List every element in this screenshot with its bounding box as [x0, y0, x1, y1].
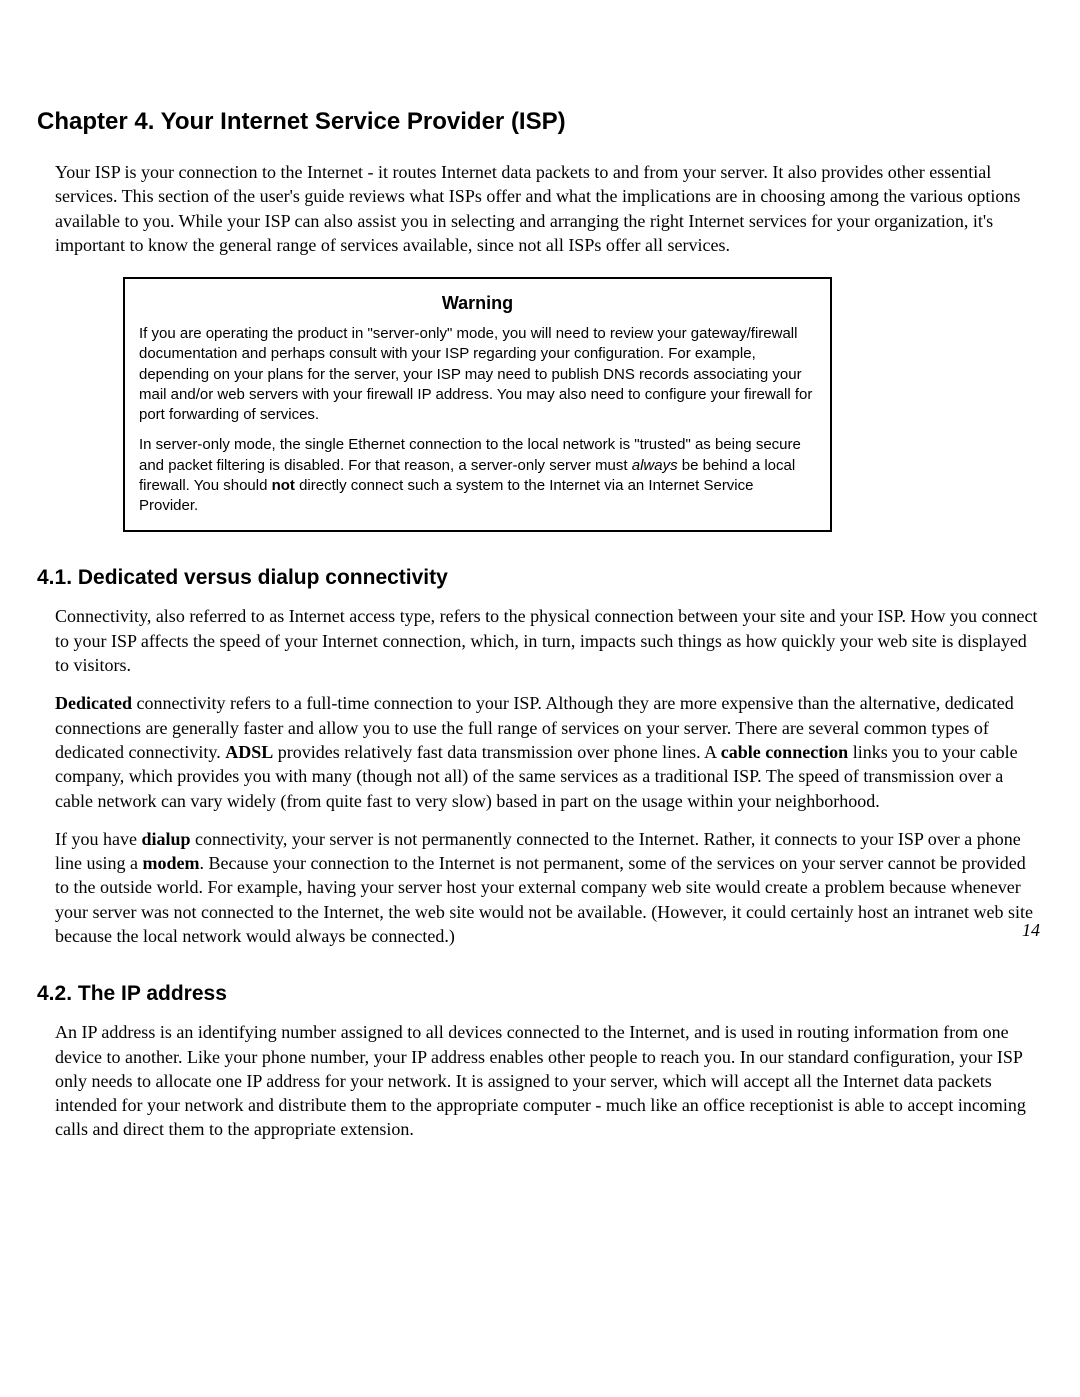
text-run: If you have — [55, 829, 141, 849]
strong-cable-connection: cable connection — [721, 742, 849, 762]
s41-paragraph-3: If you have dialup connectivity, your se… — [55, 827, 1042, 948]
document-page: Chapter 4. Your Internet Service Provide… — [0, 0, 1080, 1397]
warning-paragraph-2: In server-only mode, the single Ethernet… — [139, 435, 816, 516]
strong-not: not — [272, 477, 295, 494]
strong-adsl: ADSL — [225, 742, 273, 762]
warning-paragraph-1: If you are operating the product in "ser… — [139, 324, 816, 425]
page-number: 14 — [1022, 920, 1040, 941]
chapter-title: Chapter 4. Your Internet Service Provide… — [37, 108, 1042, 136]
strong-dedicated: Dedicated — [55, 693, 132, 713]
section-4-1-title: 4.1. Dedicated versus dialup connectivit… — [37, 566, 1042, 590]
section-4-2-title: 4.2. The IP address — [37, 982, 1042, 1006]
strong-dialup: dialup — [141, 829, 190, 849]
s42-paragraph-1: An IP address is an identifying number a… — [55, 1020, 1042, 1141]
emphasis-always: always — [632, 457, 678, 474]
warning-heading: Warning — [139, 293, 816, 314]
text-run: provides relatively fast data transmissi… — [273, 742, 720, 762]
text-run: . Because your connection to the Interne… — [55, 853, 1033, 946]
s41-paragraph-1: Connectivity, also referred to as Intern… — [55, 604, 1042, 677]
intro-paragraph: Your ISP is your connection to the Inter… — [55, 160, 1042, 257]
strong-modem: modem — [143, 853, 200, 873]
s41-paragraph-2: Dedicated connectivity refers to a full-… — [55, 691, 1042, 812]
warning-box: Warning If you are operating the product… — [123, 277, 832, 532]
